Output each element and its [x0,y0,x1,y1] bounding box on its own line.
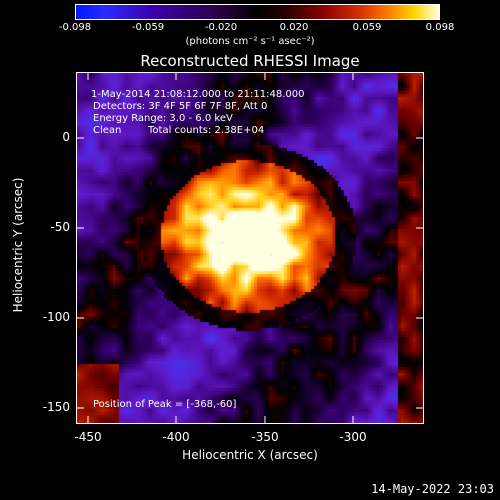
y-tick-label: -50 [50,220,70,234]
colorbar-tick: -0.059 [131,22,165,33]
x-tick-label: -350 [251,430,279,444]
x-tick-label: -400 [162,430,190,444]
time-range-annotation: 1-May-2014 21:08:12.000 to 21:11:48.000 [91,89,305,100]
method-annotation: Clean [93,125,122,136]
x-tick-label: -300 [339,430,367,444]
y-tick-label: 0 [62,130,70,144]
counts-annotation: Total counts: 2.38E+04 [148,125,265,136]
y-tick-label: -150 [42,400,70,414]
x-axis-label: Heliocentric X (arcsec) [182,448,318,462]
y-tick-label: -100 [42,310,70,324]
image-frame: 1-May-2014 21:08:12.000 to 21:11:48.000 … [76,72,424,424]
x-tick-label: -450 [74,430,102,444]
colorbar-tick: -0.020 [204,22,238,33]
y-axis-label: Heliocentric Y (arcsec) [11,177,25,313]
colorbar-units: (photons cm⁻² s⁻¹ asec⁻²) [185,36,315,47]
colorbar-tick: 0.059 [352,22,382,33]
plot-title: Reconstructed RHESSI Image [140,52,360,70]
colorbar-tick: 0.020 [279,22,309,33]
peak-annotation: Position of Peak = [-368,-60] [93,399,237,410]
colorbar-tick: 0.098 [425,22,455,33]
rhessi-image [77,73,423,423]
timestamp: 14-May-2022 23:03 [371,482,494,496]
detectors-annotation: Detectors: 3F 4F 5F 6F 7F 8F, Att 0 [93,101,268,112]
colorbar-tick: -0.098 [58,22,92,33]
colorbar [75,4,440,20]
energy-annotation: Energy Range: 3.0 - 6.0 keV [93,113,233,124]
